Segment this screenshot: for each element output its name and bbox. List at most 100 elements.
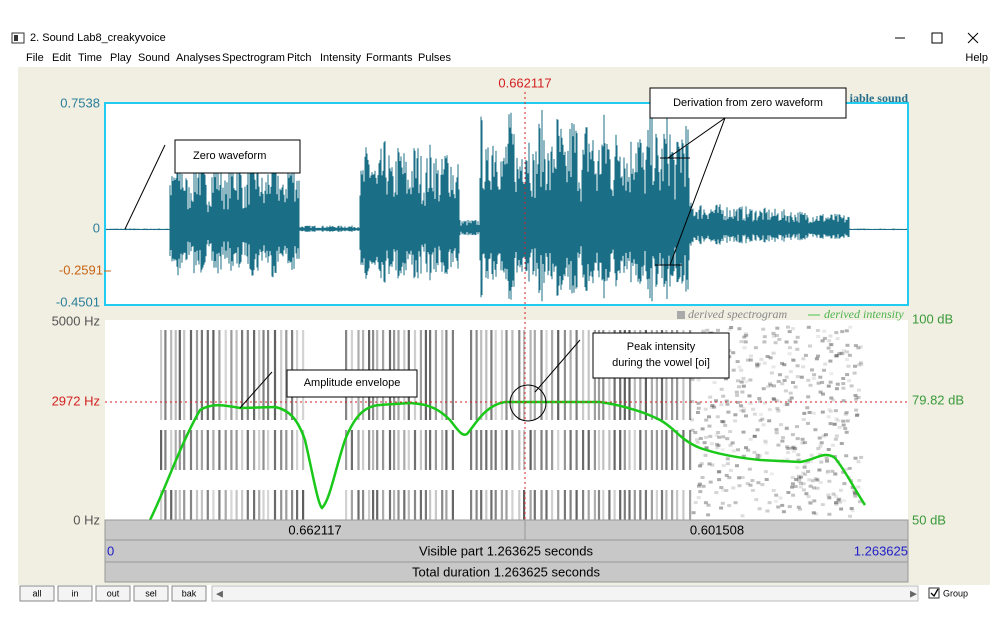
spectrogram-stripe bbox=[451, 430, 454, 470]
spectrogram-noise bbox=[752, 412, 757, 416]
spectrogram-stripe bbox=[419, 330, 422, 420]
total-bar[interactable] bbox=[104, 561, 909, 583]
spectrogram-stripe bbox=[200, 330, 203, 420]
spectrogram-stripe bbox=[682, 430, 685, 470]
menu-item[interactable]: Edit bbox=[52, 52, 71, 64]
menu-item[interactable]: Pulses bbox=[418, 52, 452, 64]
menu-item[interactable]: Pitch bbox=[287, 52, 311, 64]
spectrogram-noise bbox=[782, 363, 787, 367]
spectrogram-stripe bbox=[623, 430, 626, 470]
spectrogram-noise bbox=[735, 464, 739, 468]
spectrogram-noise bbox=[690, 377, 695, 381]
spectrogram-noise bbox=[843, 427, 848, 430]
spectrogram-stripe bbox=[608, 430, 611, 470]
spectrogram-stripe bbox=[505, 490, 508, 520]
menu-item[interactable]: Analyses bbox=[176, 52, 221, 64]
spectrogram-stripe bbox=[593, 490, 596, 520]
spectrogram-stripe bbox=[393, 490, 396, 520]
freq-bottom: 0 Hz bbox=[73, 512, 100, 527]
spectrogram-noise bbox=[827, 512, 832, 516]
spectrogram-noise bbox=[844, 454, 849, 458]
menu-item[interactable]: Play bbox=[110, 52, 132, 64]
menu-item[interactable]: File bbox=[26, 52, 44, 64]
button[interactable] bbox=[57, 585, 93, 602]
spectrogram-noise bbox=[844, 430, 849, 434]
button-row: all in out sel bak bbox=[19, 585, 207, 602]
scroll-left[interactable]: ◀ bbox=[216, 588, 223, 598]
scrollbar[interactable] bbox=[211, 585, 919, 602]
spectrogram-noise bbox=[774, 431, 779, 435]
button[interactable] bbox=[95, 585, 131, 602]
spectrogram-noise bbox=[755, 428, 760, 432]
spectrogram-noise bbox=[793, 340, 798, 344]
button[interactable] bbox=[171, 585, 207, 602]
spectrogram-stripe bbox=[350, 490, 353, 520]
menu-item[interactable]: Intensity bbox=[320, 52, 361, 64]
spectrogram-noise bbox=[762, 335, 767, 339]
menu-item[interactable]: Formants bbox=[366, 52, 413, 64]
spectrogram-noise bbox=[856, 346, 861, 350]
spectrogram-stripe bbox=[262, 330, 265, 420]
spectrogram-noise bbox=[742, 335, 747, 339]
spectrogram-noise bbox=[717, 435, 722, 439]
spectrogram-noise bbox=[837, 497, 842, 501]
spectrogram-noise bbox=[829, 343, 834, 347]
menu-item[interactable]: Spectrogram bbox=[222, 52, 285, 64]
maximize[interactable] bbox=[931, 32, 943, 44]
spectrogram-stripe bbox=[597, 430, 601, 470]
spectrogram-stripe bbox=[280, 430, 283, 470]
spectrogram-noise bbox=[756, 362, 761, 366]
spectrogram-noise bbox=[799, 375, 804, 379]
spectrogram-stripe bbox=[602, 490, 605, 520]
spectrogram-noise bbox=[828, 359, 833, 363]
spectrogram-noise bbox=[832, 423, 837, 426]
close[interactable] bbox=[967, 32, 979, 44]
spectrogram-noise bbox=[748, 401, 753, 405]
spectrogram-noise bbox=[801, 365, 806, 369]
spectrogram-noise bbox=[792, 450, 796, 453]
spectrogram-noise bbox=[817, 436, 822, 440]
group-checkbox[interactable] bbox=[928, 587, 940, 599]
spectrogram-noise bbox=[768, 382, 772, 386]
spectrogram-noise bbox=[843, 412, 848, 416]
spectrogram-noise bbox=[758, 419, 763, 422]
spectrogram-noise bbox=[755, 453, 760, 457]
spectrogram-stripe bbox=[682, 490, 685, 520]
spectrogram-noise bbox=[772, 384, 776, 388]
spectrogram-noise bbox=[845, 350, 850, 354]
spectrogram-stripe bbox=[490, 330, 493, 420]
scroll-right[interactable]: ▶ bbox=[910, 588, 917, 598]
spectrogram-noise bbox=[812, 499, 817, 503]
spectrogram-stripe bbox=[434, 490, 437, 520]
spectrogram-noise bbox=[803, 472, 808, 476]
spectrogram-noise bbox=[834, 354, 839, 357]
button[interactable] bbox=[19, 585, 55, 602]
spectrogram-noise bbox=[853, 364, 857, 368]
spectrogram-noise bbox=[721, 394, 726, 398]
menu-item[interactable]: Sound bbox=[138, 52, 170, 64]
spectrogram-stripe bbox=[241, 430, 244, 470]
spectrogram-noise bbox=[844, 411, 849, 415]
spectrogram-noise bbox=[853, 394, 858, 397]
spectrogram-noise bbox=[739, 405, 744, 408]
spectrogram-noise bbox=[795, 347, 800, 351]
spectrogram-noise bbox=[719, 403, 724, 407]
spectrogram-noise bbox=[725, 457, 730, 461]
spectrogram-stripe bbox=[419, 430, 422, 470]
spectrogram-noise bbox=[764, 451, 769, 455]
spectrogram-noise bbox=[734, 390, 739, 394]
menu-help[interactable]: Help bbox=[965, 52, 988, 64]
spectrogram-noise bbox=[776, 505, 781, 509]
spectrogram-stripe bbox=[628, 490, 631, 520]
spectrogram-stripe bbox=[529, 490, 532, 520]
spectrogram-noise bbox=[853, 456, 858, 460]
button[interactable] bbox=[133, 585, 169, 602]
spectrogram-noise bbox=[852, 491, 857, 495]
menu-item[interactable]: Time bbox=[78, 52, 102, 64]
spectrogram-noise bbox=[820, 339, 825, 343]
spectrogram-noise bbox=[828, 409, 833, 413]
spectrogram-stripe bbox=[183, 330, 186, 420]
spectrogram-noise bbox=[774, 499, 778, 503]
spectrogram-noise bbox=[840, 330, 845, 334]
spectrogram-noise bbox=[810, 479, 815, 483]
